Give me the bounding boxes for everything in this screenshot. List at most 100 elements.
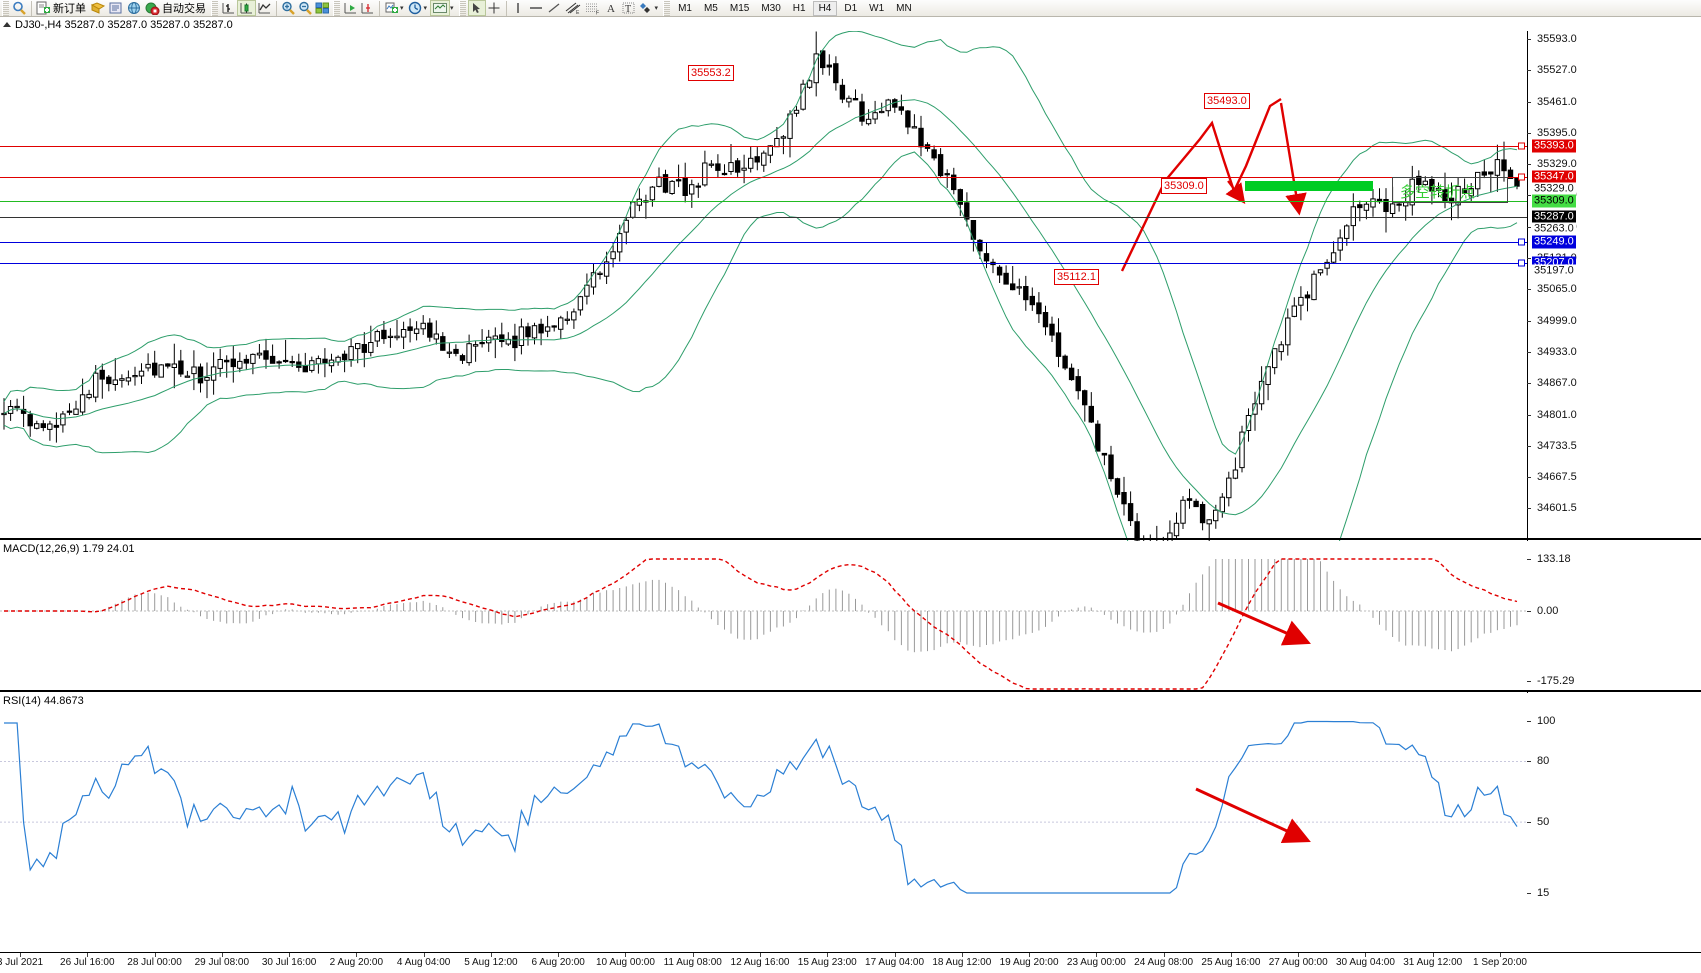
macd-pane[interactable]: MACD(12,26,9) 1.79 24.01 bbox=[0, 541, 1701, 691]
main-toolbar[interactable]: 新订单 自动交易 ▾ ▾ bbox=[0, 0, 1701, 17]
toolbar-grip-5[interactable] bbox=[663, 0, 671, 16]
price-tick bbox=[1527, 132, 1531, 134]
autotrading-icon[interactable] bbox=[143, 0, 161, 16]
time-tick-label: 15 Aug 23:00 bbox=[797, 957, 857, 968]
price-pane[interactable] bbox=[0, 31, 1701, 541]
price-tick-label: 35527.0 bbox=[1537, 64, 1577, 77]
macd-tick-label: 133.18 bbox=[1537, 553, 1571, 565]
price-tick-label: 34667.5 bbox=[1537, 471, 1577, 484]
timeframe-m15[interactable]: M15 bbox=[729, 2, 750, 14]
price-level-handle[interactable] bbox=[1518, 259, 1525, 267]
vline-icon[interactable] bbox=[510, 0, 527, 16]
candlestick-icon[interactable] bbox=[237, 0, 256, 16]
rsi-tick bbox=[1527, 721, 1531, 722]
collapse-triangle-icon[interactable] bbox=[3, 22, 11, 27]
timeframe-h4[interactable]: H4 bbox=[812, 0, 838, 16]
toolbar-grip-3[interactable] bbox=[333, 0, 340, 16]
timeframe-w1[interactable]: W1 bbox=[869, 2, 885, 14]
hline-icon[interactable] bbox=[527, 0, 545, 16]
price-tick-label: 34867.0 bbox=[1537, 377, 1577, 390]
fibonacci-icon[interactable]: F bbox=[583, 0, 603, 16]
svg-text:T: T bbox=[625, 4, 631, 15]
tile-windows-icon[interactable] bbox=[314, 0, 331, 16]
time-axis[interactable]: 3 Jul 2021 26 Jul 16:00 28 Jul 00:00 29 Jul… bbox=[0, 952, 1701, 973]
price-annotation-label[interactable]: 35112.1 bbox=[1054, 269, 1099, 285]
crosshair-icon[interactable] bbox=[486, 0, 503, 16]
price-axis-line bbox=[1527, 31, 1528, 921]
price-tick-label: 35395.0 bbox=[1537, 126, 1577, 139]
shapes-icon[interactable] bbox=[637, 0, 655, 16]
autoscroll-icon[interactable] bbox=[359, 0, 376, 16]
shift-icon[interactable] bbox=[342, 0, 359, 16]
autotrading-label[interactable]: 自动交易 bbox=[162, 3, 206, 15]
timeframe-bar[interactable]: M1 M5 M15 M30 H1 H4 D1 W1 MN bbox=[672, 0, 918, 16]
toolbar-grip[interactable] bbox=[2, 0, 9, 16]
chinese-annotation[interactable]: 多空转折点 bbox=[1400, 183, 1476, 201]
price-level-tag[interactable]: 35197.0 bbox=[1532, 264, 1576, 278]
toolbar-grip-2[interactable] bbox=[211, 0, 218, 16]
periods-icon[interactable] bbox=[407, 0, 424, 16]
folder-icon[interactable] bbox=[89, 0, 107, 16]
rsi-tick bbox=[1527, 761, 1531, 763]
time-tick-label: 6 Aug 20:00 bbox=[531, 957, 585, 968]
timeframe-m30[interactable]: M30 bbox=[761, 2, 781, 14]
price-annotation-label[interactable]: 35493.0 bbox=[1204, 93, 1250, 109]
search-icon[interactable] bbox=[11, 0, 28, 16]
price-annotation-label[interactable]: 35553.2 bbox=[688, 65, 734, 81]
new-order-label[interactable]: 新订单 bbox=[53, 3, 86, 15]
chart-canvas[interactable]: 35593.0 35527.0 35461.0 35395.0 35329.0 35263… bbox=[0, 31, 1701, 968]
price-levels[interactable]: 35393.0 35347.0 35329.0 35309.0 35287.0 35263… bbox=[0, 31, 1701, 541]
text-label-icon[interactable]: T bbox=[620, 0, 637, 16]
news-icon[interactable] bbox=[107, 0, 125, 16]
price-level-handle[interactable] bbox=[1518, 142, 1525, 150]
toolbar-separator-3 bbox=[379, 0, 380, 16]
timeframe-d1[interactable]: D1 bbox=[844, 2, 858, 14]
price-tick bbox=[1527, 477, 1531, 479]
price-level-handle[interactable] bbox=[1518, 238, 1525, 246]
rsi-pane[interactable]: RSI(14) 44.8673 bbox=[0, 693, 1701, 921]
zoom-out-icon[interactable] bbox=[297, 0, 314, 16]
timeframe-m5[interactable]: M5 bbox=[703, 2, 718, 14]
price-level-tag[interactable]: 35329.0 bbox=[1532, 182, 1576, 196]
price-level-tag[interactable]: 35249.0 bbox=[1532, 235, 1576, 249]
text-icon[interactable]: A bbox=[603, 0, 620, 16]
price-level-tag[interactable]: 35393.0 bbox=[1532, 139, 1576, 153]
symbol-info-line: DJ30-,H4 35287.0 35287.0 35287.0 35287.0 bbox=[0, 18, 1701, 31]
templates-icon[interactable] bbox=[430, 0, 451, 16]
price-level-line[interactable] bbox=[0, 146, 1527, 147]
chevron-down-icon-shapes[interactable]: ▾ bbox=[654, 5, 659, 12]
price-level-tag[interactable]: 35309.0 bbox=[1532, 194, 1576, 208]
bar-chart-icon[interactable] bbox=[220, 0, 237, 16]
price-tick bbox=[1527, 383, 1531, 385]
price-level-line[interactable] bbox=[0, 217, 1527, 218]
price-level-tag[interactable]: 35347.0 bbox=[1532, 170, 1576, 184]
price-axis[interactable]: 35593.0 35527.0 35461.0 35395.0 35329.0 35263… bbox=[0, 31, 1701, 541]
timeframe-mn[interactable]: MN bbox=[896, 2, 912, 14]
price-annotation-label[interactable]: 35309.0 bbox=[1161, 178, 1207, 194]
globe-icon[interactable] bbox=[125, 0, 143, 16]
new-order-icon[interactable] bbox=[35, 0, 52, 16]
line-chart-icon[interactable] bbox=[256, 0, 273, 16]
price-level-line[interactable] bbox=[0, 201, 1527, 202]
price-level-tag[interactable]: 35287.0 bbox=[1532, 210, 1576, 224]
timeframe-h1[interactable]: H1 bbox=[792, 2, 806, 14]
cursor-icon[interactable] bbox=[467, 0, 486, 16]
toolbar-grip-4[interactable] bbox=[458, 0, 466, 16]
time-tick-label: 28 Jul 00:00 bbox=[127, 957, 182, 968]
price-level-line[interactable] bbox=[0, 263, 1527, 264]
chevron-down-icon-templates[interactable]: ▾ bbox=[450, 5, 454, 12]
trendline-icon[interactable] bbox=[545, 0, 563, 16]
chevron-down-icon-periods[interactable]: ▾ bbox=[423, 5, 428, 12]
chevron-down-icon-indicators[interactable]: ▾ bbox=[400, 5, 404, 12]
price-level-tag[interactable]: 35263.0 bbox=[1532, 222, 1576, 236]
price-level-line[interactable] bbox=[0, 242, 1527, 243]
price-tick bbox=[1527, 320, 1531, 322]
indicators-icon[interactable] bbox=[383, 0, 400, 16]
equidistant-channel-icon[interactable]: E bbox=[563, 0, 583, 16]
timeframe-m1[interactable]: M1 bbox=[678, 2, 692, 14]
price-level-line[interactable] bbox=[0, 177, 1527, 178]
price-level-handle[interactable] bbox=[1518, 173, 1525, 181]
zoom-in-icon[interactable] bbox=[280, 0, 297, 16]
time-tick-label: 5 Aug 12:00 bbox=[464, 957, 518, 968]
